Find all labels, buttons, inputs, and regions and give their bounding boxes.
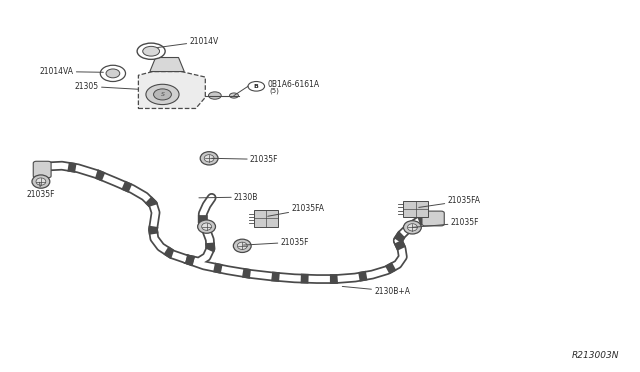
Text: (5): (5) (269, 87, 279, 94)
Ellipse shape (32, 175, 50, 188)
Text: 21014VA: 21014VA (40, 67, 103, 76)
Ellipse shape (408, 224, 417, 231)
Ellipse shape (146, 84, 179, 105)
Polygon shape (138, 71, 205, 109)
Ellipse shape (198, 220, 216, 233)
Text: 2130B: 2130B (199, 193, 259, 202)
Text: 21035F: 21035F (212, 155, 278, 164)
Ellipse shape (237, 242, 247, 250)
Ellipse shape (36, 178, 46, 185)
Ellipse shape (106, 69, 120, 78)
Ellipse shape (234, 239, 251, 253)
Text: R213003N: R213003N (572, 351, 620, 360)
Text: 21035F: 21035F (244, 238, 309, 247)
Text: 21014V: 21014V (157, 37, 219, 48)
Circle shape (137, 43, 165, 60)
Ellipse shape (202, 223, 211, 230)
Ellipse shape (204, 155, 214, 162)
Text: 0B1A6-6161A: 0B1A6-6161A (268, 80, 320, 89)
Bar (253, 210, 278, 227)
Text: 21035F: 21035F (27, 182, 56, 199)
Bar (403, 201, 428, 217)
Text: B: B (254, 84, 259, 89)
Text: 21035FA: 21035FA (419, 196, 481, 208)
Circle shape (248, 81, 264, 91)
Text: 21305: 21305 (75, 82, 138, 91)
Text: 21035FA: 21035FA (268, 204, 324, 216)
Text: S: S (161, 92, 164, 97)
Circle shape (143, 46, 159, 56)
FancyBboxPatch shape (422, 211, 444, 226)
Polygon shape (150, 58, 184, 71)
Ellipse shape (403, 221, 421, 234)
Circle shape (230, 93, 239, 98)
Ellipse shape (100, 65, 125, 81)
FancyBboxPatch shape (33, 161, 51, 178)
Ellipse shape (200, 152, 218, 165)
Ellipse shape (154, 89, 172, 100)
Text: 2130B+A: 2130B+A (342, 286, 410, 296)
Text: 21035F: 21035F (412, 218, 479, 227)
Circle shape (209, 92, 221, 99)
